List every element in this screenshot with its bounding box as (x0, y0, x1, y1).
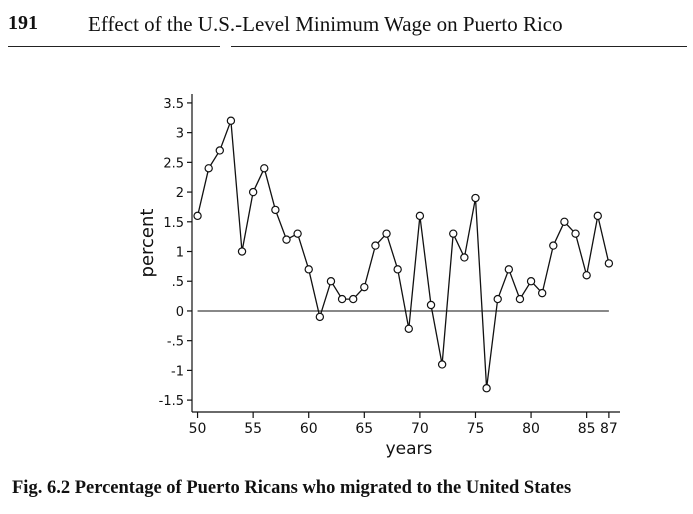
data-point (426, 300, 436, 310)
x-tick-label: 80 (522, 421, 540, 437)
data-point (526, 277, 536, 286)
x-tick-label: 50 (189, 421, 207, 437)
chart-ticks: 3.532.521.51.50-.5-1-1.550 55 60 65 70 75 80 85… (159, 97, 618, 437)
data-point (471, 193, 480, 203)
header-rule (8, 46, 220, 47)
data-point (326, 277, 336, 286)
data-point (237, 247, 247, 256)
data-point (537, 288, 547, 298)
y-tick-label: 3.5 (163, 97, 184, 112)
page-number: 191 (8, 12, 38, 34)
data-point (515, 294, 525, 304)
data-point (604, 259, 614, 268)
x-tick-label: 55 (244, 421, 262, 437)
y-tick-label: -1.5 (159, 394, 184, 409)
x-tick-label: 60 (300, 421, 318, 437)
y-tick-label: 3 (176, 127, 184, 142)
data-point (404, 324, 413, 333)
data-point (593, 211, 602, 221)
y-tick-label: 1 (176, 246, 184, 261)
x-tick-label: 87 (600, 421, 618, 437)
data-point (193, 211, 202, 221)
y-tick-label: .5 (172, 275, 184, 290)
data-point (460, 253, 469, 262)
y-tick-label: 1.5 (163, 216, 184, 231)
chart-axes (191, 94, 620, 413)
data-point (371, 241, 380, 250)
series-line (196, 120, 610, 389)
data-point (315, 312, 325, 322)
data-point (293, 229, 302, 238)
data-point (348, 294, 358, 304)
y-tick-label: 0 (176, 305, 184, 320)
y-axis-label: percent (137, 209, 158, 278)
data-point (415, 211, 425, 221)
y-tick-label: 2.5 (163, 156, 184, 171)
data-point (393, 265, 402, 274)
data-point (282, 235, 291, 244)
data-point (260, 164, 269, 173)
data-point (571, 229, 580, 238)
header-rule (231, 46, 687, 47)
data-point (437, 360, 447, 369)
x-tick-label: 65 (355, 421, 373, 437)
data-point (582, 271, 591, 280)
data-point (482, 384, 491, 393)
x-axis-label: years (386, 439, 433, 459)
data-point (549, 241, 558, 250)
data-point (271, 205, 280, 215)
data-point (449, 229, 458, 238)
x-tick-label: 85 (578, 421, 596, 437)
y-tick-label: -.5 (167, 335, 184, 350)
data-point (493, 294, 502, 304)
data-point (215, 146, 224, 155)
data-point (382, 229, 391, 238)
data-point (560, 217, 569, 226)
data-point (248, 187, 258, 197)
chart-marks (193, 116, 614, 393)
data-point (337, 294, 347, 304)
figure-caption: Fig. 6.2 Percentage of Puerto Ricans who… (12, 478, 572, 498)
data-point (204, 164, 213, 173)
data-point (504, 265, 514, 274)
data-point (304, 265, 313, 274)
x-tick-label: 75 (467, 421, 485, 437)
y-tick-label: 2 (176, 186, 184, 201)
running-title: Effect of the U.S.-Level Minimum Wage on… (88, 12, 563, 36)
data-point (226, 116, 236, 125)
x-tick-label: 70 (411, 421, 429, 437)
data-point (360, 282, 369, 292)
y-tick-label: -1 (171, 364, 184, 379)
page-header: 191 Effect of the U.S.-Level Minimum Wag… (8, 6, 688, 47)
